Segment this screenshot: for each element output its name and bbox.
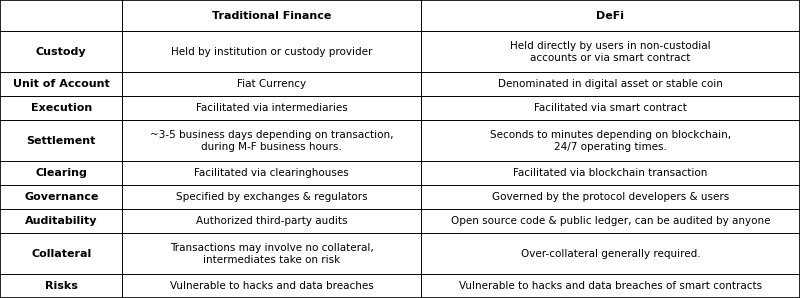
Text: Seconds to minutes depending on blockchain,
24/7 operating times.: Seconds to minutes depending on blockcha…: [490, 130, 731, 152]
Bar: [122, 96, 421, 120]
Bar: [0, 31, 122, 72]
Text: Risks: Risks: [45, 281, 78, 291]
Bar: [421, 274, 800, 298]
Text: Specified by exchanges & regulators: Specified by exchanges & regulators: [176, 192, 367, 202]
Bar: [122, 72, 421, 96]
Bar: [421, 31, 800, 72]
Bar: [0, 120, 122, 161]
Bar: [122, 0, 421, 31]
Text: Held by institution or custody provider: Held by institution or custody provider: [171, 47, 372, 57]
Bar: [122, 31, 421, 72]
Bar: [421, 161, 800, 185]
Text: Execution: Execution: [30, 103, 92, 113]
Text: Denominated in digital asset or stable coin: Denominated in digital asset or stable c…: [498, 79, 723, 89]
Text: Collateral: Collateral: [31, 249, 91, 259]
Bar: [0, 0, 122, 31]
Bar: [421, 209, 800, 233]
Text: Vulnerable to hacks and data breaches of smart contracts: Vulnerable to hacks and data breaches of…: [459, 281, 762, 291]
Bar: [421, 233, 800, 274]
Text: Fiat Currency: Fiat Currency: [237, 79, 306, 89]
Bar: [0, 209, 122, 233]
Text: Auditability: Auditability: [25, 216, 98, 226]
Bar: [122, 185, 421, 209]
Bar: [421, 185, 800, 209]
Text: Facilitated via smart contract: Facilitated via smart contract: [534, 103, 687, 113]
Bar: [122, 161, 421, 185]
Bar: [0, 96, 122, 120]
Bar: [0, 161, 122, 185]
Bar: [122, 209, 421, 233]
Text: Facilitated via intermediaries: Facilitated via intermediaries: [196, 103, 347, 113]
Bar: [0, 72, 122, 96]
Text: Held directly by users in non-custodial
accounts or via smart contract: Held directly by users in non-custodial …: [510, 41, 710, 63]
Text: Clearing: Clearing: [35, 168, 87, 178]
Text: Governance: Governance: [24, 192, 98, 202]
Bar: [0, 233, 122, 274]
Bar: [421, 96, 800, 120]
Text: Over-collateral generally required.: Over-collateral generally required.: [521, 249, 700, 259]
Bar: [421, 0, 800, 31]
Text: Unit of Account: Unit of Account: [13, 79, 110, 89]
Text: Transactions may involve no collateral,
intermediates take on risk: Transactions may involve no collateral, …: [170, 243, 374, 265]
Text: Traditional Finance: Traditional Finance: [212, 11, 331, 21]
Bar: [421, 72, 800, 96]
Text: ~3-5 business days depending on transaction,
during M-F business hours.: ~3-5 business days depending on transact…: [150, 130, 394, 152]
Text: Custody: Custody: [36, 47, 86, 57]
Text: Open source code & public ledger, can be audited by anyone: Open source code & public ledger, can be…: [450, 216, 770, 226]
Text: Facilitated via blockchain transaction: Facilitated via blockchain transaction: [514, 168, 707, 178]
Bar: [0, 274, 122, 298]
Text: Facilitated via clearinghouses: Facilitated via clearinghouses: [194, 168, 349, 178]
Text: DeFi: DeFi: [596, 11, 624, 21]
Bar: [122, 233, 421, 274]
Bar: [122, 120, 421, 161]
Text: Governed by the protocol developers & users: Governed by the protocol developers & us…: [492, 192, 729, 202]
Bar: [421, 120, 800, 161]
Text: Authorized third-party audits: Authorized third-party audits: [196, 216, 347, 226]
Bar: [122, 274, 421, 298]
Text: Settlement: Settlement: [26, 136, 96, 146]
Text: Vulnerable to hacks and data breaches: Vulnerable to hacks and data breaches: [170, 281, 374, 291]
Bar: [0, 185, 122, 209]
